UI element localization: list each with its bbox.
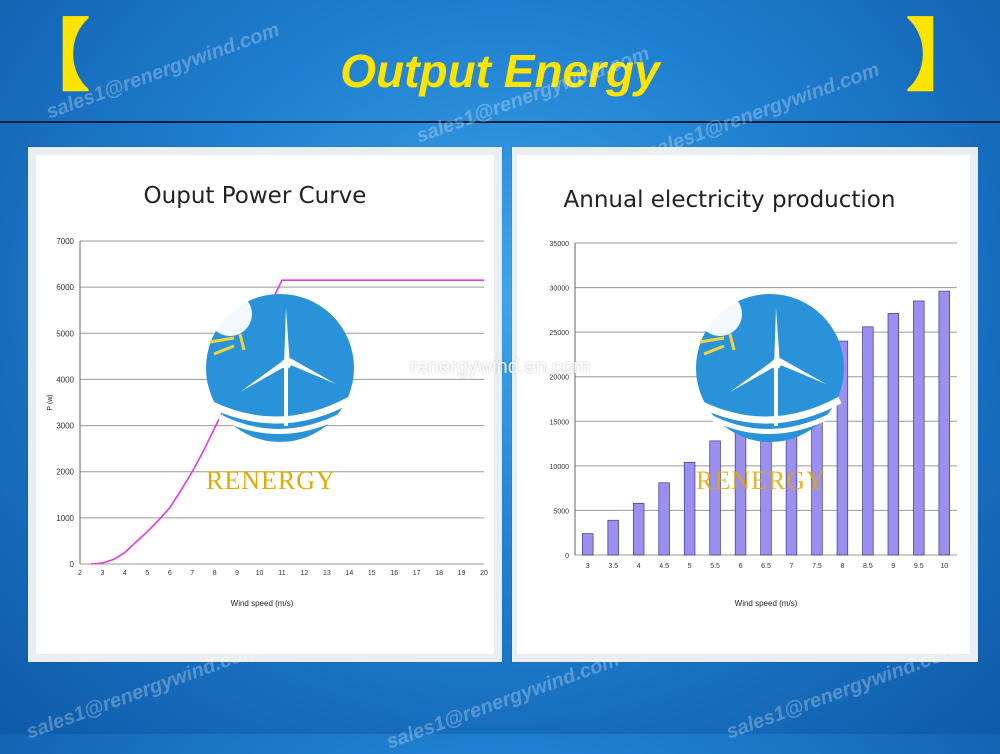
y-tick-label: 2000 (56, 468, 74, 477)
bar (938, 290, 950, 556)
x-tick-label: 4 (123, 570, 127, 577)
x-tick-label: 3 (586, 563, 590, 570)
x-tick-label: 4 (637, 563, 641, 570)
x-tick-label: 10 (940, 563, 948, 570)
x-tick-label: 9.5 (914, 563, 924, 570)
x-tick-label: 3 (100, 570, 104, 577)
x-axis-label: Wind speed (m/s) (735, 599, 798, 608)
bar (913, 300, 925, 556)
y-tick-label: 0 (70, 560, 75, 569)
x-tick-label: 8 (840, 563, 844, 570)
bar (709, 440, 721, 556)
title-divider (0, 121, 1000, 123)
y-tick-label: 6000 (56, 283, 74, 292)
x-tick-label: 6.5 (761, 563, 771, 570)
renergy-logo-left (206, 292, 354, 442)
x-tick-label: 11 (278, 570, 285, 577)
x-tick-label: 6 (168, 570, 172, 577)
x-tick-label: 5.5 (710, 563, 720, 570)
bar (836, 340, 849, 556)
renergy-logo-text-right: RENERGY (696, 466, 826, 495)
y-tick-label: 30000 (550, 286, 570, 293)
bar (887, 313, 900, 556)
x-tick-label: 7 (790, 563, 794, 570)
bar (582, 533, 594, 556)
x-axis-label: Wind speed (m/s) (231, 599, 294, 608)
x-tick-label: 7.5 (812, 563, 822, 570)
y-tick-label: 1000 (56, 514, 74, 523)
center-watermark: renergywind.en.com (409, 356, 591, 378)
email-watermark-5: sales1@renergywind.com (383, 648, 623, 754)
annual-production-chart: 0 5000 10000 15000 20000 25000 30000 35000 3 3.5 4… (550, 241, 957, 608)
x-tick-label: 5 (688, 563, 692, 570)
y-tick-label: 20000 (550, 375, 570, 382)
y-tick-label: 5000 (553, 508, 569, 515)
y-tick-label: 4000 (56, 375, 74, 384)
x-tick-label: 17 (413, 570, 421, 577)
right-bracket: 】 (906, 12, 985, 102)
annual-production-title: Annual electricity production (563, 187, 896, 213)
y-tick-label: 35000 (550, 241, 570, 248)
bar (607, 519, 619, 556)
x-tick-label: 20 (480, 570, 488, 577)
y-tick-label: 0 (565, 553, 569, 560)
x-tick-label: 6 (739, 563, 743, 570)
x-tick-label: 14 (345, 570, 353, 577)
y-tick-label: 25000 (550, 330, 570, 337)
x-tick-label: 18 (435, 570, 443, 577)
y-tick-label: 7000 (56, 237, 74, 246)
renergy-logo-text-left: RENERGY (206, 466, 336, 495)
x-tick-label: 19 (458, 570, 466, 577)
x-tick-label: 5 (145, 570, 149, 577)
y-tick-label: 15000 (550, 419, 570, 426)
x-tick-label: 9 (891, 563, 895, 570)
x-tick-label: 10 (256, 570, 264, 577)
x-tick-label: 12 (301, 570, 309, 577)
bar (683, 461, 696, 556)
bar (862, 326, 874, 556)
x-tick-label: 16 (390, 570, 398, 577)
left-bracket: 【 (12, 12, 91, 102)
x-tick-label: 9 (235, 570, 239, 577)
title-bar: 【 Output Energy 】 (0, 0, 1000, 122)
page-title: Output Energy (340, 45, 660, 97)
bar (632, 502, 645, 556)
y-tick-label: 10000 (550, 464, 570, 471)
y-axis-label: P (w) (47, 394, 54, 410)
x-tick-label: 3.5 (608, 563, 618, 570)
y-tick-label: 5000 (56, 329, 74, 338)
bar (658, 482, 670, 556)
x-tick-label: 2 (78, 570, 82, 577)
power-curve-title: Ouput Power Curve (143, 183, 367, 209)
y-tick-label: 3000 (56, 422, 74, 431)
x-tick-label: 8 (213, 570, 217, 577)
renergy-logo-right (696, 292, 844, 442)
x-tick-label: 7 (190, 570, 194, 577)
x-tick-label: 15 (368, 570, 376, 577)
x-tick-label: 8.5 (863, 563, 873, 570)
x-tick-label: 13 (323, 570, 331, 577)
x-tick-label: 4.5 (659, 563, 669, 570)
